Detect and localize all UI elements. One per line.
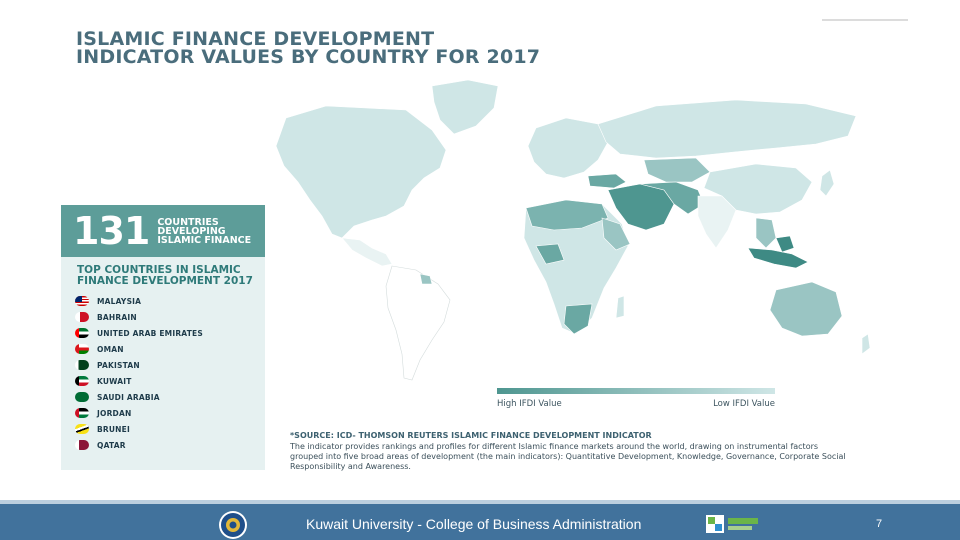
china [703, 163, 813, 215]
country-name: PAKISTAN [97, 360, 140, 370]
south-america [385, 265, 451, 381]
country-name: BRUNEI [97, 424, 130, 434]
legend-gradient-bar [497, 388, 775, 394]
panel-header: 131 COUNTRIES DEVELOPING ISLAMIC FINANCE [61, 205, 265, 257]
europe [527, 117, 609, 179]
slide-title: ISLAMIC FINANCE DEVELOPMENT INDICATOR VA… [76, 28, 541, 68]
greenland [431, 79, 499, 135]
oman-flag-icon [75, 344, 89, 354]
title-line-2: INDICATOR VALUES BY COUNTRY FOR 2017 [76, 46, 541, 68]
country-name: OMAN [97, 344, 124, 354]
kuwait-university-logo-icon [219, 511, 247, 539]
list-item: OMAN [75, 341, 265, 357]
corner-note [822, 19, 908, 21]
kuwait-flag-icon [75, 376, 89, 386]
country-name: SAUDI ARABIA [97, 392, 160, 402]
source-note: *SOURCE: ICD- THOMSON REUTERS ISLAMIC FI… [290, 431, 850, 472]
north-africa [525, 199, 609, 231]
source-body: The indicator provides rankings and prof… [290, 442, 846, 471]
list-item: QATAR [75, 437, 265, 453]
world-map [236, 78, 876, 388]
indonesia [747, 247, 809, 269]
list-item: MALAYSIA [75, 293, 265, 309]
malaysia-flag-icon [75, 296, 89, 306]
southern-africa [563, 303, 593, 335]
russia [597, 99, 857, 159]
legend-low-label: Low IFDI Value [713, 399, 775, 409]
country-name: QATAR [97, 440, 126, 450]
top-countries-heading: TOP COUNTRIES IN ISLAMIC FINANCE DEVELOP… [77, 264, 253, 287]
north-america [275, 105, 447, 239]
top-countries-list: MALAYSIA BAHRAIN UNITED ARAB EMIRATES OM… [75, 293, 265, 453]
qatar-flag-icon [75, 440, 89, 450]
country-count-label: COUNTRIES DEVELOPING ISLAMIC FINANCE [157, 216, 252, 246]
country-count: 131 [73, 209, 150, 253]
country-name: UNITED ARAB EMIRATES [97, 328, 203, 338]
west-africa [535, 243, 565, 265]
list-item: BRUNEI [75, 421, 265, 437]
uae-flag-icon [75, 328, 89, 338]
guyana [419, 273, 433, 285]
iran-pakistan [639, 181, 705, 215]
kazakhstan [643, 157, 711, 183]
list-item: JORDAN [75, 405, 265, 421]
footer-bar: Kuwait University - College of Business … [0, 504, 960, 540]
borneo [775, 235, 795, 253]
aacsb-logo-icon [706, 515, 758, 533]
legend-high-label: High IFDI Value [497, 399, 562, 409]
source-title: *SOURCE: ICD- THOMSON REUTERS ISLAMIC FI… [290, 431, 652, 440]
japan [819, 169, 835, 197]
footer: Kuwait University - College of Business … [0, 500, 960, 540]
country-name: JORDAN [97, 408, 132, 418]
list-item: SAUDI ARABIA [75, 389, 265, 405]
brunei-flag-icon [75, 424, 89, 434]
east-africa [601, 217, 631, 251]
title-line-1: ISLAMIC FINANCE DEVELOPMENT [76, 28, 435, 50]
world-map-svg [275, 79, 871, 381]
list-item: BAHRAIN [75, 309, 265, 325]
country-name: KUWAIT [97, 376, 132, 386]
footer-divider [0, 500, 960, 504]
footer-institution-text: Kuwait University - College of Business … [306, 516, 642, 532]
saudi-arabia-flag-icon [75, 392, 89, 402]
jordan-flag-icon [75, 408, 89, 418]
list-item: PAKISTAN [75, 357, 265, 373]
southeast-asia [755, 217, 777, 249]
list-item: UNITED ARAB EMIRATES [75, 325, 265, 341]
country-name: MALAYSIA [97, 296, 142, 306]
turkey [587, 173, 627, 189]
central-america [341, 237, 393, 267]
country-name: BAHRAIN [97, 312, 137, 322]
new-zealand [861, 333, 871, 355]
australia [769, 281, 843, 337]
madagascar [615, 295, 625, 319]
list-item: KUWAIT [75, 373, 265, 389]
pakistan-flag-icon [75, 360, 89, 370]
page-number: 7 [876, 518, 883, 530]
bahrain-flag-icon [75, 312, 89, 322]
africa [523, 199, 629, 335]
stats-panel: 131 COUNTRIES DEVELOPING ISLAMIC FINANCE… [61, 205, 265, 470]
map-legend: High IFDI Value Low IFDI Value [497, 388, 775, 409]
